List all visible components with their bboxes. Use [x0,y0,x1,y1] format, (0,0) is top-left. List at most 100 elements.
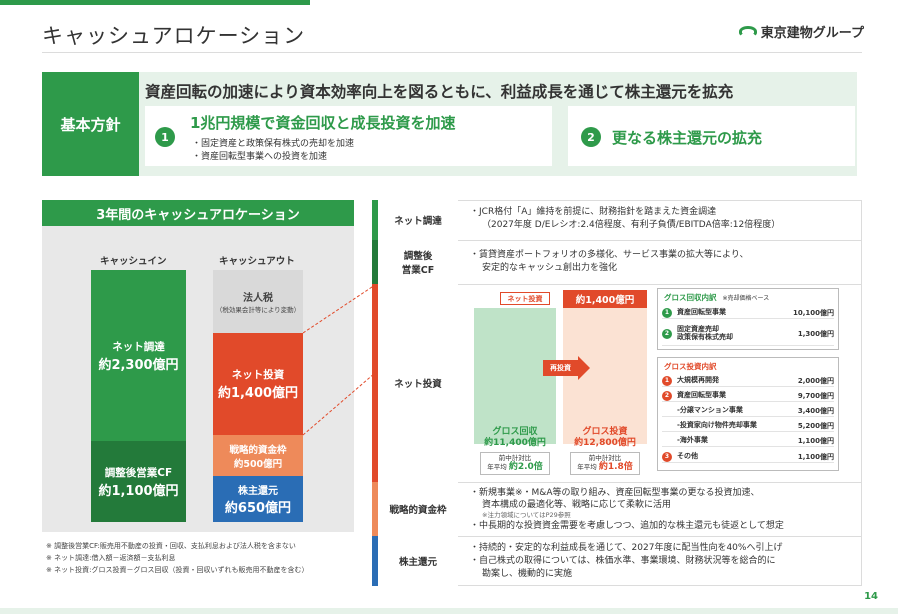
gross-recovery-bar [474,308,556,444]
table-row: 3 その他 1,100億円 [662,451,834,463]
row-text: 資本構成の最適化等、戦略に応じて柔軟に活用 [482,500,672,510]
reinvest-arrow-icon [578,356,590,380]
cash-out-strategic-fund: 戦略的資金枠 約500億円 [213,435,303,476]
number-badge: 1 [155,127,175,147]
row-value: 9,700億円 [797,391,834,400]
cash-in-net-financing: ネット調達 約2,300億円 [91,270,186,441]
row-label: 固定資産売却 政策保有株式売却 [677,324,733,341]
row-label: その他 [677,451,698,460]
footer-bar [0,608,898,614]
table-note: ※売却価格ベース [722,295,770,302]
row-label-net-financing: ネット調達 [372,200,458,240]
cash-in-header: キャッシュイン [100,256,167,267]
policy-label: 基本方針 [42,72,139,176]
investment-breakdown-table: グロス投資内訳 1 大規模再開発 2,000億円 2 資産回転型事業 9,700… [657,357,839,471]
cash-out-net-investment: ネット投資 約1,400億円 [213,333,303,435]
block-label: ネット調達 [112,340,165,353]
row-label-net-investment: ネット投資 [372,284,458,482]
row-divider [372,240,862,241]
cash-in-adjusted-cf: 調整後営業CF 約1,100億円 [91,441,186,522]
footnote: ※ ネット投資:グロス投資－グロス回収（投資・回収いずれも販売用不動産を含む） [46,566,309,574]
caption-label: グロス回収 [492,427,538,437]
footnote: ※ ネット調達:借入額－返済額－支払利息 [46,554,176,562]
page-number: 14 [864,591,878,602]
growth-label: 前中計対比 [588,454,622,462]
block-value: 約2,300億円 [98,357,179,373]
row-number: 3 [662,451,672,462]
row-value: 3,400億円 [797,406,834,415]
policy-card-2-title: 更なる株主還元の拡充 [612,129,763,147]
row-divider [372,284,862,285]
table-row: 2 資産回転型事業 9,700億円 [662,390,834,402]
caption-value: 約12,800億円 [574,437,636,448]
footnote: ※ 調整後営業CF:販売用不動産の投資・回収、支払利息および法人税を含まない [46,542,296,550]
block-value: 約650億円 [224,501,292,516]
caption-value: 約11,400億円 [484,437,546,448]
recovery-breakdown-table: グロス回収内訳 ※売却価格ベース 1 資産回転型事業 10,100億円 2 固定資… [657,288,839,350]
row-divider [372,482,862,483]
policy-card-1-title: 1兆円規模で資金回収と成長投資を加速 [190,114,456,132]
policy-card-1-bullet: ・資産回転型事業への投資を加速 [192,152,328,162]
row-label-shareholder-return: 株主還元 [372,536,458,586]
policy-card-1 [145,106,552,166]
block-value: 約1,400億円 [217,386,299,401]
block-value: 約500億円 [233,458,283,470]
row-subnote: ※注力領域についてはP29参照 [482,511,571,519]
block-label: ネット投資 [231,369,285,381]
table-row: -海外事業 1,100億円 [662,435,834,447]
row-divider [372,536,862,537]
row-label: 資産回転型事業 [677,307,726,316]
row-label: -分譲マンション事業 [677,405,743,414]
block-label: 戦略的資金枠 [229,444,287,456]
top-accent-bar [0,0,310,5]
table-row: -分譲マンション事業 3,400億円 [662,405,834,417]
row-label: 大規模再開発 [677,375,719,384]
reinvest-arrow-label: 再投資 [543,360,578,376]
block-label: 株主還元 [238,486,278,497]
brand-name: 東京建物グループ [760,26,864,41]
row-label-strategic-fund: 戦略的資金枠 [372,482,458,536]
row-number: 2 [662,328,672,339]
gross-investment-bar [563,308,647,444]
page-title: キャッシュアロケーション [42,24,306,48]
table-title: グロス回収内訳 ※売却価格ベース [664,293,770,302]
row-text: ・自己株式の取得については、株価水準、事業環境、財務状況等を総合的に [470,556,776,566]
policy-headline: 資産回転の加速により資本効率向上を図るともに、利益成長を通じて株主還元を拡充 [145,83,734,101]
row-text: ・賃貸資産ポートフォリオの多様化、サービス事業の拡大等により、 [470,250,749,260]
gross-investment-growth: 前中計対比 年平均 約1.8倍 [570,452,640,476]
row-label-adjusted-cf: 調整後 営業CF [372,240,458,284]
brand-mark-icon [738,26,757,37]
row-text: ・新規事業※・M&A等の取り組み、資産回転型事業の更なる投資加速、 [470,488,760,498]
connector-lines [303,284,376,436]
block-label: 調整後営業CF [104,466,173,479]
row-value: 1,100億円 [797,436,834,445]
row-text: 勘案し、機動的に実施 [482,569,573,579]
growth-value: 約2.0倍 [508,462,543,473]
growth-value: 約1.8倍 [598,462,633,473]
row-text: ・中長期的な投資資金需要を考慮しつつ、追加的な株主還元も徒返として想定 [470,521,784,531]
net-investment-tag: ネット投資 [500,292,550,305]
row-label: -海外事業 [677,435,708,444]
gross-recovery-growth: 前中計対比 年平均 約2.0倍 [480,452,550,476]
gross-recovery-caption: グロス回収 約11,400億円 [474,427,556,449]
row-label: 資産回転型事業 [677,390,726,399]
block-label: 法人税 [243,293,273,304]
brand-logo: 東京建物グループ [738,22,864,41]
allocation-title: 3年間のキャッシュアロケーション [42,200,354,226]
row-text: ・JCR格付「A」維持を前提に、財務指針を踏まえた資金調達 [470,207,717,217]
row-number: 1 [662,307,672,318]
block-note: （税効果会計等により変動） [215,306,301,314]
gross-investment-caption: グロス投資 約12,800億円 [563,427,647,449]
growth-label: 年平均 [577,463,597,472]
row-value: 2,000億円 [797,376,834,385]
policy-card-2 [568,106,855,166]
number-badge: 2 [581,127,601,147]
table-row: 1 資産回転型事業 10,100億円 [662,307,834,319]
row-number: 2 [662,390,672,401]
table-title: グロス投資内訳 [664,362,717,371]
table-row: -投資家向け物件売却事業 5,200億円 [662,420,834,432]
table-row: 1 大規模再開発 2,000億円 [662,375,834,387]
net-investment-value: 約1,400億円 [563,290,647,308]
row-value: 5,200億円 [797,421,834,430]
title-divider [42,52,862,53]
